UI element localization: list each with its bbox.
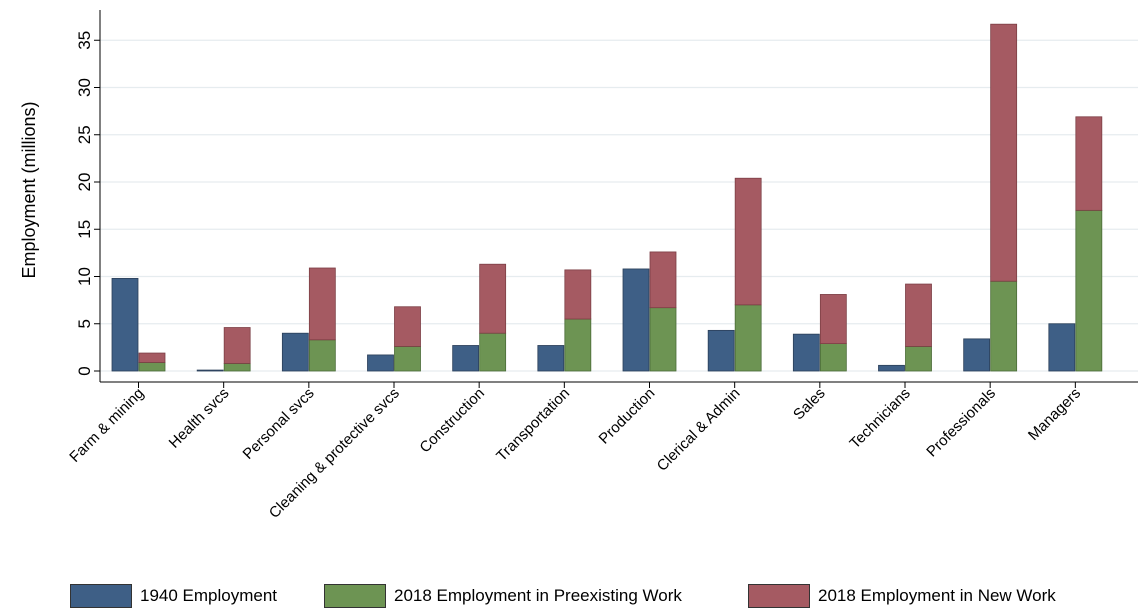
axes-layer: 0 5 10 15 20 25 30 35 Farm & mining Health svcs Pe…: [66, 10, 1138, 522]
y-tick-label: 20: [75, 173, 94, 192]
y-tick-label: 30: [75, 78, 94, 97]
bar-1940: [1048, 323, 1076, 372]
bar-2018-preexisting: [308, 339, 336, 372]
bar-1940: [452, 345, 480, 372]
x-tick-label: Farm & mining: [66, 385, 147, 466]
bar-2018-new-work: [905, 283, 932, 347]
bar-2018-new-work: [734, 177, 762, 306]
bar-2018-preexisting: [1075, 209, 1103, 372]
bar-2018-new-work: [990, 23, 1018, 282]
bar-2018-preexisting: [394, 346, 421, 372]
bar-2018-preexisting: [819, 343, 847, 372]
legend-label-1940: 1940 Employment: [140, 586, 278, 605]
bar-2018-new-work: [649, 251, 677, 309]
bar-1940: [111, 277, 139, 372]
y-axis-title: Employment (millions): [19, 101, 39, 278]
bar-2018-new-work: [1075, 116, 1103, 211]
bar-1940: [707, 329, 735, 372]
x-tick-label: Construction: [416, 385, 488, 457]
y-tick-label: 15: [75, 220, 94, 239]
bar-2018-preexisting: [990, 280, 1018, 372]
x-tick-label: Managers: [1025, 385, 1084, 444]
y-tick-label: 35: [75, 31, 94, 50]
bar-1940: [622, 268, 650, 372]
bar-1940: [963, 338, 991, 372]
x-tick-label: Professionals: [923, 385, 999, 461]
x-tick-label: Health svcs: [166, 385, 233, 452]
bar-1940: [537, 345, 565, 372]
legend-swatch-new-work: [748, 584, 810, 608]
legend-swatch-1940: [70, 584, 132, 608]
chart-svg: 0 5 10 15 20 25 30 35 Farm & mining Health svcs Pe…: [19, 10, 1138, 522]
legend: 1940 Employment 2018 Employment in Preex…: [0, 583, 1140, 611]
bar-2018-preexisting: [138, 362, 166, 372]
grid-layer: [100, 39, 1138, 372]
legend-item-preexisting: 2018 Employment in Preexisting Work: [324, 583, 682, 609]
legend-item-1940: 1940 Employment: [70, 583, 277, 609]
bar-2018-new-work: [819, 294, 847, 344]
bar-2018-preexisting: [479, 332, 507, 372]
bar-2018-new-work: [223, 327, 251, 364]
y-tick-label: 10: [75, 267, 94, 286]
legend-label-new-work: 2018 Employment in New Work: [818, 586, 1056, 605]
legend-label-preexisting: 2018 Employment in Preexisting Work: [394, 586, 682, 605]
y-tick-label: 25: [75, 125, 94, 144]
bar-1940: [367, 354, 394, 372]
bar-2018-preexisting: [734, 304, 762, 372]
x-tick-label: Technicians: [846, 385, 913, 452]
y-tick-label: 0: [75, 366, 94, 375]
bar-1940: [878, 364, 905, 372]
bar-1940: [281, 332, 309, 372]
y-tick-label: 5: [75, 319, 94, 328]
bar-1940: [196, 369, 224, 372]
bar-2018-new-work: [308, 267, 336, 341]
bar-2018-new-work: [394, 306, 421, 347]
x-tick-label: Personal svcs: [240, 385, 318, 463]
bar-2018-new-work: [564, 269, 592, 320]
legend-item-new-work: 2018 Employment in New Work: [748, 583, 1056, 609]
bar-2018-new-work: [138, 352, 166, 363]
bar-2018-new-work: [479, 263, 507, 334]
x-tick-label: Transportation: [493, 385, 573, 465]
bars-layer: [111, 23, 1103, 372]
x-tick-label: Production: [596, 385, 659, 448]
bar-2018-preexisting: [564, 318, 592, 372]
legend-swatch-preexisting: [324, 584, 386, 608]
bar-2018-preexisting: [649, 307, 677, 372]
bar-1940: [792, 333, 820, 372]
bar-2018-preexisting: [905, 346, 932, 372]
bar-2018-preexisting: [223, 363, 251, 372]
x-tick-label: Clerical & Admin: [654, 385, 744, 475]
x-tick-label: Sales: [790, 385, 829, 424]
